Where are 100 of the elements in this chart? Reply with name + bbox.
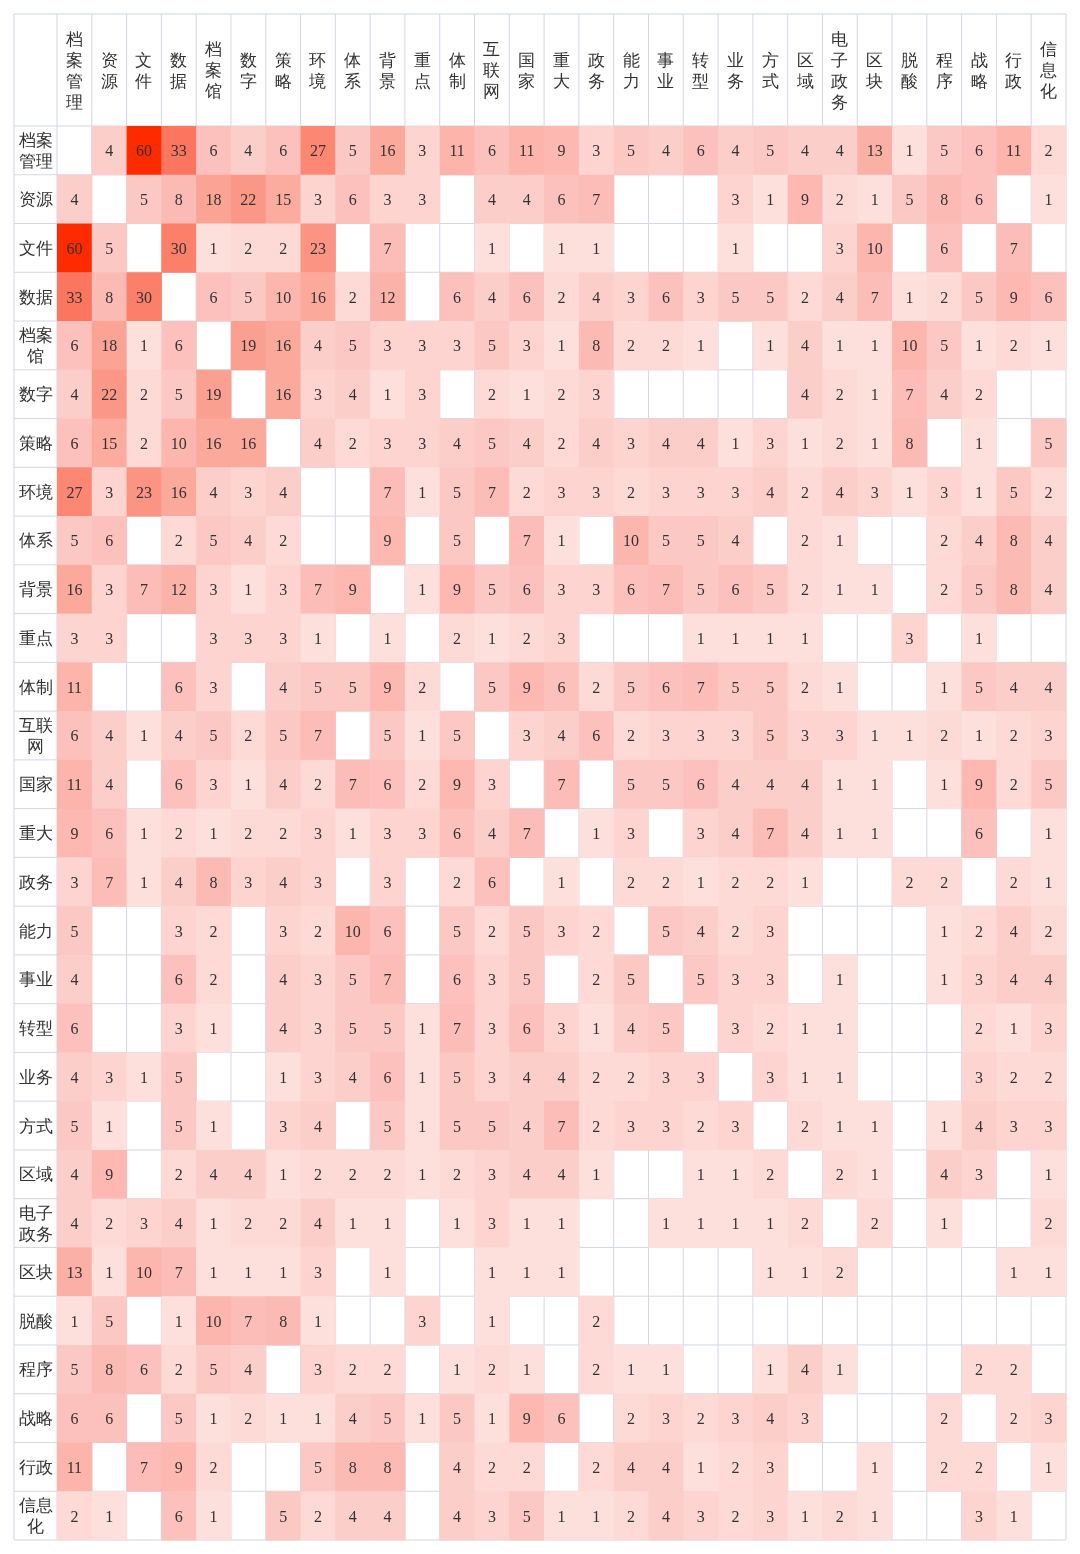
data-label: 2 [557, 386, 566, 404]
data-label: 1 [835, 1117, 844, 1135]
data-label: 15 [101, 434, 118, 452]
data-label: 1 [801, 1263, 810, 1281]
data-label: 7 [313, 581, 322, 599]
data-label: 4 [279, 678, 288, 696]
data-label: 2 [1009, 727, 1018, 745]
data-label: 4 [766, 776, 775, 794]
data-label: 4 [244, 142, 253, 160]
data-label: 1 [383, 386, 392, 404]
data-label: 8 [940, 191, 949, 209]
data-label: 2 [835, 1166, 844, 1184]
data-label: 7 [661, 581, 670, 599]
data-label: 2 [592, 922, 601, 940]
data-label: 4 [487, 191, 496, 209]
data-label: 2 [70, 1507, 79, 1525]
data-label: 5 [975, 678, 984, 696]
data-label: 1 [835, 1361, 844, 1379]
data-label: 1 [105, 1117, 114, 1135]
data-label: 1 [244, 1263, 253, 1281]
data-label: 2 [487, 1361, 496, 1379]
data-label: 3 [453, 337, 462, 355]
data-label: 2 [139, 386, 148, 404]
data-label: 3 [105, 581, 114, 599]
data-label: 1 [801, 873, 810, 891]
data-label: 2 [487, 386, 496, 404]
data-label: 2 [279, 532, 288, 550]
data-label: 3 [835, 727, 844, 745]
data-label: 5 [383, 727, 392, 745]
data-label: 1 [766, 629, 775, 647]
data-label: 4 [522, 191, 531, 209]
data-label: 1 [557, 1215, 566, 1233]
data-label: 1 [835, 532, 844, 550]
y-tick-label: 文件 [18, 238, 53, 258]
x-tick-label: 能力 [622, 50, 640, 91]
data-label: 6 [661, 678, 670, 696]
data-label: 3 [279, 581, 288, 599]
data-label: 3 [522, 727, 531, 745]
data-label: 3 [592, 142, 601, 160]
data-label: 3 [975, 1166, 984, 1184]
y-tick-label: 数字 [18, 385, 53, 405]
data-label: 1 [209, 239, 218, 257]
data-label: 4 [1009, 922, 1018, 940]
data-label: 4 [348, 1507, 357, 1525]
data-label: 2 [174, 1361, 183, 1379]
data-label: 3 [522, 337, 531, 355]
data-label: 3 [383, 825, 392, 842]
data-label: 7 [105, 873, 114, 891]
x-tick-label: 区域 [795, 50, 814, 91]
data-label: 3 [1044, 1020, 1053, 1038]
data-label: 1 [105, 1507, 114, 1525]
data-label: 4 [801, 1361, 810, 1379]
data-label: 1 [801, 629, 810, 647]
data-label: 3 [627, 434, 636, 452]
data-label: 2 [835, 1263, 844, 1281]
data-label: 5 [209, 532, 218, 550]
y-tick-label: 重点 [18, 628, 53, 648]
data-label: 3 [731, 1117, 740, 1135]
data-label: 2 [835, 1507, 844, 1525]
data-label: 2 [1044, 1215, 1053, 1233]
data-label: 1 [487, 239, 496, 257]
data-label: 1 [870, 1166, 879, 1184]
data-label: 2 [801, 483, 810, 501]
data-label: 4 [279, 873, 288, 891]
data-label: 2 [487, 1458, 496, 1476]
data-label: 2 [975, 386, 984, 404]
data-label: 4 [731, 142, 740, 160]
data-label: 4 [766, 1410, 775, 1428]
data-label: 6 [174, 1507, 183, 1525]
data-label: 3 [557, 581, 566, 599]
data-label: 3 [279, 1117, 288, 1135]
data-label: 6 [383, 776, 392, 794]
data-label: 1 [383, 629, 392, 647]
data-label: 2 [1009, 337, 1018, 355]
data-label: 2 [244, 825, 253, 842]
x-tick-label: 档案馆 [204, 40, 223, 101]
data-label: 2 [627, 1068, 636, 1086]
data-label: 9 [801, 191, 810, 209]
data-label: 8 [348, 1458, 357, 1476]
data-label: 2 [731, 1507, 740, 1525]
data-label: 4 [557, 1166, 566, 1184]
data-label: 4 [801, 386, 810, 404]
data-label: 3 [487, 971, 496, 989]
data-label: 11 [66, 1458, 83, 1476]
data-label: 2 [279, 1215, 288, 1233]
data-label: 2 [627, 1507, 636, 1525]
data-label: 5 [661, 532, 670, 550]
data-label: 1 [975, 629, 984, 647]
data-label: 2 [139, 434, 148, 452]
data-label: 3 [592, 386, 601, 404]
data-label: 1 [940, 1215, 949, 1233]
data-label: 1 [835, 1068, 844, 1086]
data-label: 1 [418, 1068, 427, 1086]
y-tick-label: 体制 [18, 677, 53, 697]
y-tick-label: 战略 [18, 1409, 53, 1429]
data-label: 1 [870, 776, 879, 794]
data-label: 2 [453, 873, 462, 891]
data-label: 3 [731, 1410, 740, 1428]
data-label: 6 [70, 1410, 79, 1428]
data-label: 1 [313, 1410, 322, 1428]
